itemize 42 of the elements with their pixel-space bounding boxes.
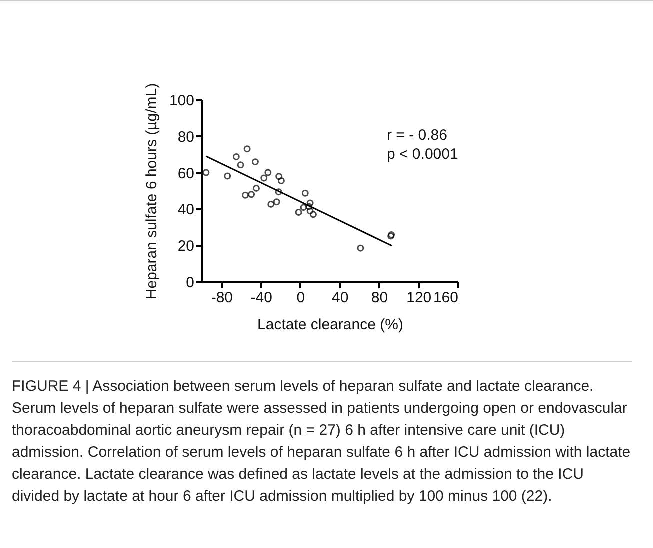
y-tick-label: 80 xyxy=(178,128,194,146)
y-tick-label: 0 xyxy=(186,274,194,292)
caption: FIGURE 4 | Association between serum levels of heparan sulfate and lactate clearance. Serum levels of heparan sulfate were assessed in patients undergoing open or endovascular thoracoabdominal aortic aneurysm repair (n = 27) 6 h after intensive care unit (ICU) admission. Correlation of serum levels of heparan sulfate 6 h after ICU admission with lactate clearance. Lactate clearance was defined as lactate levels at the admission to the ICU divided by lactate at hour 6 after ICU admission multiplied by 100 minus 100 (22). xyxy=(12,361,632,508)
point xyxy=(275,188,282,196)
x-tick-label: 120 xyxy=(406,290,432,306)
point xyxy=(306,200,314,207)
y-tick-label: 20 xyxy=(178,238,194,256)
point xyxy=(248,191,256,198)
point xyxy=(260,174,268,182)
x-tick-label: 0 xyxy=(296,290,306,306)
point xyxy=(252,158,259,166)
y-tick-label: 40 xyxy=(178,202,194,219)
point xyxy=(232,153,240,160)
point xyxy=(300,204,308,212)
point xyxy=(244,146,251,153)
x-tick-label: 160 xyxy=(433,290,458,306)
point xyxy=(306,208,314,215)
point xyxy=(264,169,272,176)
point xyxy=(237,162,244,169)
point xyxy=(302,190,309,197)
point xyxy=(268,200,275,208)
annotation: p < 0.0001 xyxy=(387,146,458,163)
point xyxy=(242,192,250,199)
point xyxy=(310,211,317,218)
y-tick-label: 100 xyxy=(169,92,194,110)
x-tick-label: -40 xyxy=(250,290,272,306)
y-axis-title: Heparan sulfate 6 hours (µg/mL) xyxy=(143,83,160,300)
point xyxy=(278,178,285,184)
point xyxy=(276,173,283,180)
point xyxy=(252,184,260,192)
x-axis-title: Lactate clearance (%) xyxy=(258,316,404,334)
point xyxy=(306,203,313,210)
x-tick-label: 40 xyxy=(332,290,349,306)
annotation: r = - 0.86 xyxy=(387,127,448,144)
point xyxy=(273,198,280,206)
point xyxy=(295,208,302,216)
x-tick-label: -80 xyxy=(211,290,234,306)
point xyxy=(224,172,232,180)
point xyxy=(357,244,364,252)
x-tick-label: 80 xyxy=(371,290,388,306)
point xyxy=(202,169,210,176)
y-tick-label: 60 xyxy=(178,165,194,182)
